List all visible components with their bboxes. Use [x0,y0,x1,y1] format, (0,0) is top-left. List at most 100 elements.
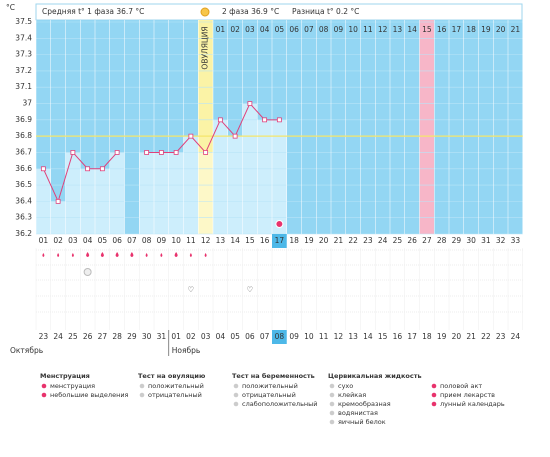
day-label: 31 [481,236,491,245]
temperature-bar [154,152,169,234]
phase2-day-label: 10 [348,25,358,34]
day-label: 23 [363,236,373,245]
date-label: 14 [363,332,373,341]
legend-icon [41,383,47,389]
y-unit: °C [6,3,15,12]
y-tick-label: 36.8 [15,131,32,140]
temperature-point [114,150,120,155]
phase2-day-label: 19 [481,25,491,34]
temperature-point [188,133,194,139]
phase2-day-label: 08 [319,25,329,34]
date-label: 28 [112,332,122,341]
date-label: 27 [98,332,108,341]
light-bleeding-icon [42,253,45,257]
date-label: 04 [216,332,226,341]
ovulation-label: ОВУЛЯЦИЯ [201,26,210,69]
day-label: 28 [437,236,447,245]
y-tick-label: 37.1 [15,82,32,91]
temperature-difference: Разница t° 0.2 °C [292,7,359,16]
legend-title: Тест на овуляцию [138,372,206,380]
light-bleeding-icon [57,253,60,257]
menstruation-icon [86,252,90,257]
temperature-point [55,198,61,204]
date-label: 13 [348,332,358,341]
y-tick-label: 37.4 [15,33,32,42]
phase2-average: 2 фаза 36.9 °C [222,7,279,16]
phase2-day-label: 14 [407,25,417,34]
day-label: 32 [496,236,506,245]
temperature-bar [213,119,228,234]
date-label: 01 [171,332,181,341]
phase2-day-label: 13 [393,25,403,34]
legend-item: прием лекарств [440,391,495,399]
date-label: 26 [83,332,93,341]
day-label: 11 [186,236,196,245]
legend-item: небольшие выделения [50,391,129,399]
day-label: 19 [304,236,314,245]
temperature-point [158,150,164,155]
legend-item: слабоположительный [242,400,318,408]
phase2-day-label: 20 [496,25,506,34]
y-tick-label: 36.3 [15,213,32,222]
y-tick-label: 36.2 [15,229,32,238]
date-label: 09 [289,332,299,341]
y-tick-label: 36.4 [15,196,32,205]
day-label: 06 [112,236,122,245]
legend-item: положительный [148,382,204,390]
legend-title: Менструация [40,372,90,380]
day-label: 20 [319,236,329,245]
date-label: 15 [378,332,388,341]
legend-icon [431,392,437,398]
phase2-day-label: 05 [275,25,285,34]
legend-icon [329,401,335,407]
day-label: 01 [39,236,49,245]
day-label: 15 [245,236,255,245]
legend-title: Тест на беременность [232,372,315,380]
intercourse-icon: ♡ [247,285,254,294]
temperature-point [247,101,253,106]
day-label: 07 [127,236,137,245]
day-label: 16 [260,236,270,245]
legend-icon [41,392,47,398]
temperature-bar [109,152,125,234]
date-label: 21 [466,332,476,341]
day-label: 03 [68,236,78,245]
day-label: 13 [216,236,226,245]
y-tick-label: 37 [22,99,32,108]
date-label: 19 [437,332,447,341]
light-bleeding-icon [160,253,163,257]
legend-icon [233,383,239,389]
phase2-day-label: 15 [422,25,432,34]
temperature-line [42,151,118,203]
day-label: 25 [393,236,403,245]
legend-item: половой акт [440,382,482,390]
day-label: 04 [83,236,93,245]
day-label: 30 [466,236,476,245]
light-bleeding-icon [189,253,192,257]
temperature-point [144,150,150,155]
y-tick-label: 37.3 [15,50,32,59]
legend-item: лунный календарь [440,400,505,408]
date-label: 07 [260,332,270,341]
pill-icon [275,220,284,228]
legend-item: положительный [242,382,298,390]
day-label: 27 [422,236,432,245]
phase2-day-label: 18 [466,25,476,34]
day-label: 26 [407,236,417,245]
legend-item: водянистая [338,409,378,417]
day-label: 17 [275,236,285,245]
legend-item: клейкая [338,391,366,399]
phase2-day-label: 21 [511,25,521,34]
date-label: 05 [230,332,240,341]
intercourse-icon: ♡ [188,285,195,294]
legend-icon [233,401,239,407]
y-tick-label: 37.2 [15,66,32,75]
legend-icon [431,401,437,407]
y-tick-label: 36.5 [15,180,32,189]
phase1-average: Средняя t° 1 фаза 36.7 °C [42,7,144,16]
date-label: 23 [39,332,49,341]
phase2-day-label: 16 [437,25,447,34]
temperature-point [85,166,91,172]
temperature-bar [168,152,184,234]
legend-icon [431,383,437,389]
